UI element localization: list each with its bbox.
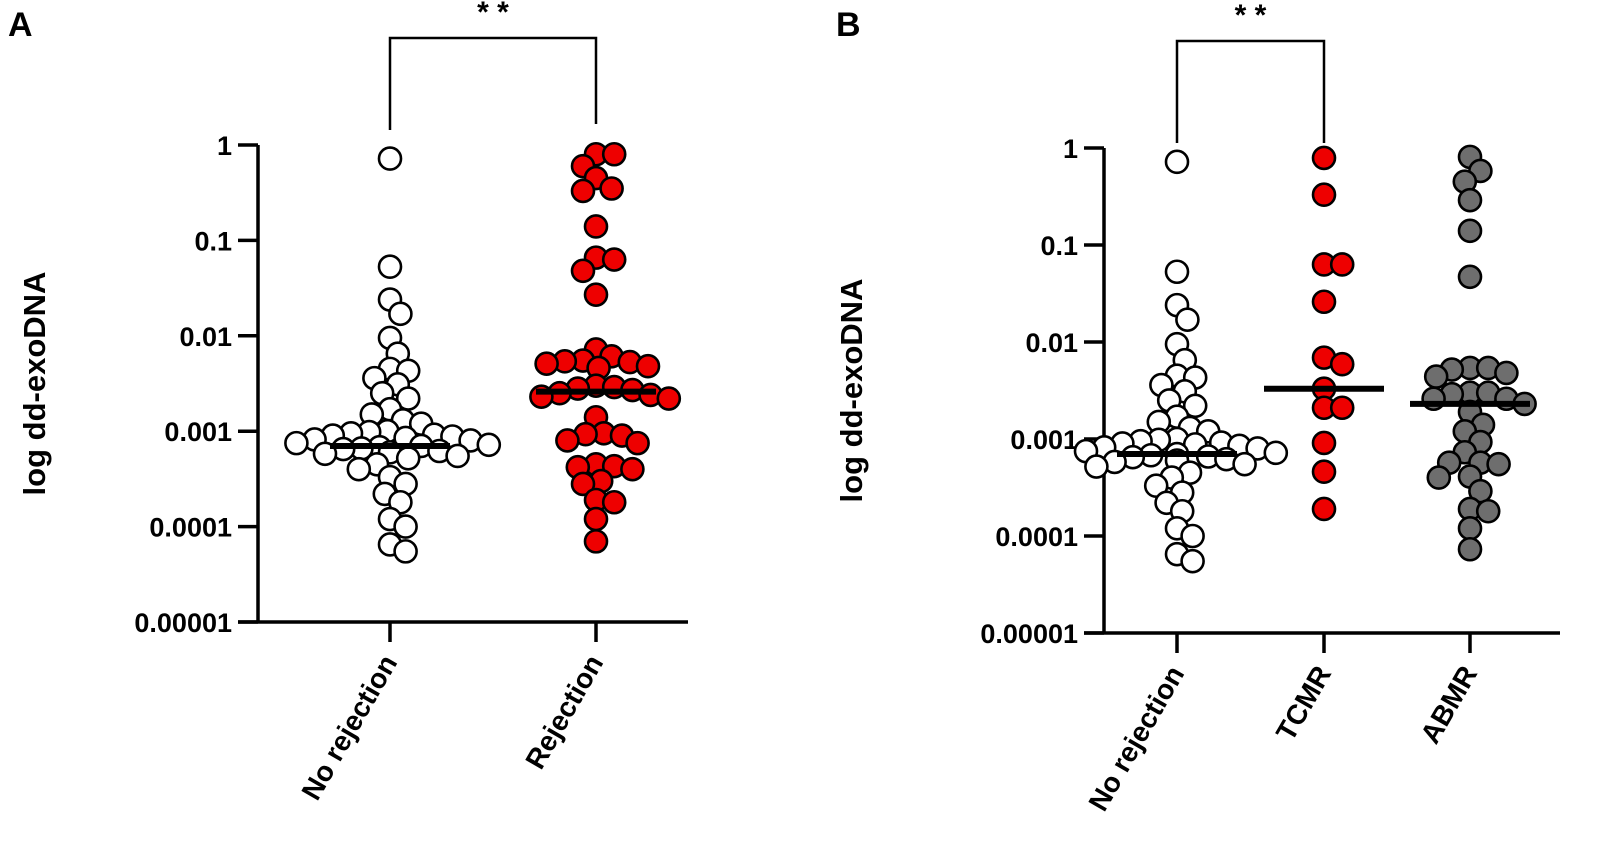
significance-bracket (388, 36, 598, 130)
y-tick-label: 0.01 (179, 322, 232, 352)
y-tick-label: 0.00001 (134, 608, 232, 638)
data-point (601, 247, 627, 272)
y-tick-label: 0.001 (1010, 425, 1078, 455)
significance-bracket (1175, 39, 1326, 143)
y-tick-label: 0.1 (194, 226, 232, 256)
data-point (1164, 259, 1190, 285)
data-point (625, 430, 650, 456)
data-point (1164, 149, 1190, 175)
data-point (1084, 454, 1109, 479)
data-point (1311, 145, 1337, 171)
data-point (1311, 289, 1337, 315)
data-point (1423, 364, 1449, 389)
data-point (635, 353, 661, 379)
data-point (1232, 451, 1257, 477)
data-point (601, 489, 627, 515)
data-point (1457, 187, 1483, 213)
data-point (1329, 395, 1355, 421)
data-point (1311, 459, 1337, 485)
data-point (377, 254, 403, 280)
data-point (1311, 182, 1337, 208)
data-point (583, 282, 609, 307)
y-axis-title: log dd-exoDNA (17, 272, 52, 496)
y-tick-label: 0.0001 (149, 513, 232, 543)
data-point (620, 456, 645, 482)
data-point (534, 351, 559, 376)
y-axis-title: log dd-exoDNA (834, 279, 869, 503)
x-tick-label: Rejection (519, 650, 609, 775)
y-tick-label: 0.01 (1025, 328, 1078, 358)
y-tick-label: 0.0001 (995, 522, 1078, 552)
data-point (1457, 536, 1483, 562)
y-tick-label: 0.1 (1040, 231, 1078, 261)
data-point (1475, 498, 1501, 524)
data-point (656, 386, 682, 411)
data-point (1175, 307, 1200, 332)
data-point (476, 432, 502, 458)
data-point (555, 428, 580, 453)
data-point (1180, 548, 1205, 574)
data-point (1457, 264, 1483, 290)
data-point (583, 506, 609, 532)
x-tick-label: No rejection (295, 650, 403, 806)
data-point (1486, 451, 1511, 477)
data-point (1329, 351, 1355, 377)
significance-label: * * (477, 0, 509, 29)
data-point (570, 258, 596, 284)
panel-letter: A (8, 6, 33, 44)
data-point (1457, 516, 1483, 541)
data-point (377, 146, 403, 171)
y-tick-label: 1 (217, 131, 232, 161)
panel-letter: B (836, 6, 861, 44)
significance-label: * * (1235, 0, 1267, 32)
data-point (1329, 252, 1355, 277)
data-point (599, 176, 624, 201)
data-point (393, 539, 418, 564)
data-point (284, 430, 309, 456)
data-point (1311, 496, 1337, 522)
data-point (1426, 465, 1452, 490)
data-point (583, 214, 609, 239)
data-point (1494, 360, 1519, 386)
data-point (1180, 523, 1205, 549)
data-point (570, 178, 596, 204)
data-point (346, 456, 372, 482)
x-tick-label: ABMR (1414, 661, 1483, 749)
y-tick-label: 1 (1063, 134, 1078, 164)
data-point (583, 529, 609, 554)
x-tick-label: TCMR (1270, 661, 1337, 747)
data-point (1263, 440, 1289, 466)
y-tick-label: 0.001 (164, 417, 232, 447)
data-point (395, 445, 421, 471)
data-point (393, 514, 418, 539)
data-point (1182, 393, 1208, 419)
data-point (388, 301, 413, 327)
data-point (445, 443, 470, 469)
y-tick-label: 0.00001 (980, 619, 1078, 649)
x-tick-label: No rejection (1082, 661, 1190, 817)
data-point (1311, 430, 1337, 456)
data-point (570, 471, 596, 497)
data-point (601, 141, 627, 167)
data-point (1457, 218, 1483, 244)
